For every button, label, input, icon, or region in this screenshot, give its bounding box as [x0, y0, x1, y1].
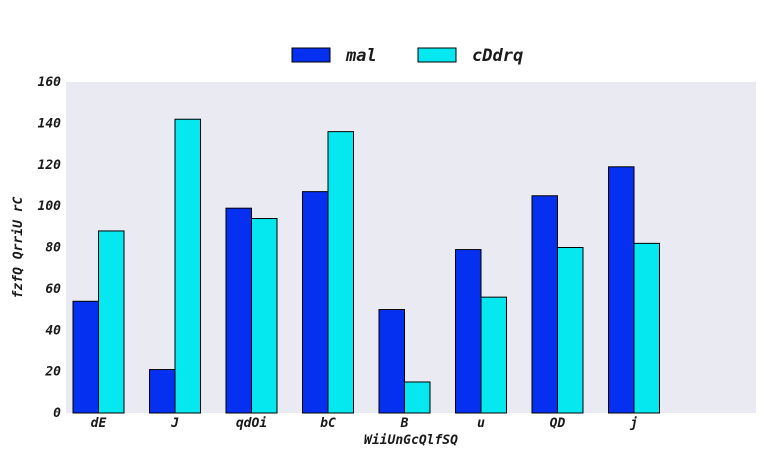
- bar-cDdrq-J: [174, 118, 201, 414]
- bar-mal-qdOi: [225, 207, 252, 414]
- y-tick-label: 40: [45, 323, 61, 338]
- bar-cDdrq-QD: [557, 247, 584, 414]
- bar-cDdrq-qdOi: [251, 218, 278, 414]
- y-axis-ticks: 0 20 40 60 80 100 120 140 160: [38, 75, 62, 421]
- x-tick-label: bC: [320, 416, 336, 431]
- legend-label-mal: mal: [345, 46, 377, 66]
- x-tick-label: j: [629, 416, 638, 431]
- x-tick-label: B: [400, 416, 409, 431]
- x-axis-label: WiiUnGcQlfSQ: [364, 433, 458, 448]
- y-tick-label: 140: [38, 116, 62, 131]
- x-tick-label: u: [477, 416, 485, 431]
- bar-cDdrq-j: [633, 242, 660, 414]
- bar-mal-u: [455, 249, 482, 414]
- x-tick-label: qdOi: [236, 416, 267, 431]
- x-tick-label: dE: [91, 416, 107, 431]
- legend-swatch-mal: [291, 47, 331, 63]
- bar-mal-QD: [531, 195, 558, 414]
- bar-mal-bC: [302, 191, 329, 414]
- bars: [72, 118, 660, 414]
- y-tick-label: 20: [44, 365, 61, 380]
- x-tick-label: J: [170, 416, 179, 431]
- legend: mal cDdrq: [291, 46, 523, 66]
- y-tick-label: 0: [53, 406, 61, 421]
- y-tick-label: 60: [45, 282, 61, 297]
- bar-mal-j: [608, 166, 635, 414]
- legend-swatch-cDdrq: [417, 47, 457, 63]
- y-tick-label: 100: [38, 199, 62, 214]
- bar-mal-dE: [72, 300, 99, 414]
- x-tick-label: QD: [550, 416, 566, 431]
- y-tick-label: 80: [45, 241, 61, 256]
- bar-cDdrq-dE: [98, 230, 125, 414]
- bar-cDdrq-u: [480, 296, 507, 414]
- y-tick-label: 120: [38, 158, 62, 173]
- legend-label-cDdrq: cDdrq: [472, 46, 523, 66]
- bar-mal-B: [378, 309, 405, 414]
- bar-cDdrq-bC: [327, 131, 354, 414]
- y-tick-label: 160: [38, 75, 62, 90]
- y-axis-label: fzfQ QrriU rC: [11, 196, 26, 298]
- bar-cDdrq-B: [404, 381, 431, 414]
- bar-mal-J: [149, 369, 176, 414]
